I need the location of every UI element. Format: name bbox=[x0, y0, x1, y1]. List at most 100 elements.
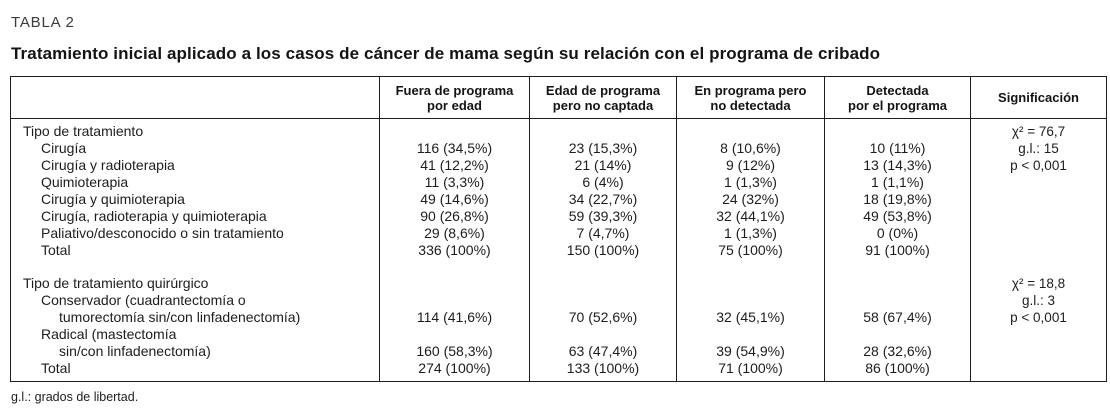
table-kicker: TABLA 2 bbox=[11, 14, 75, 31]
value-cell: 41 (12,2%) bbox=[379, 157, 530, 174]
value-cell bbox=[379, 326, 530, 343]
table-row: Quimioterapia 11 (3,3%) 6 (4%) 1 (1,3%) 1 (1… bbox=[11, 174, 1107, 191]
empty-cell bbox=[379, 118, 530, 123]
value-cell: 86 (100%) bbox=[824, 360, 971, 377]
value-cell: 11 (3,3%) bbox=[379, 174, 530, 191]
value-cell: 18 (19,8%) bbox=[824, 191, 971, 208]
row-label: Conservador (cuadrantectomía o bbox=[41, 292, 246, 308]
value-cell: 21 (14%) bbox=[529, 157, 677, 174]
value-cell: 274 (100%) bbox=[379, 360, 530, 377]
empty-cell bbox=[676, 377, 825, 382]
value-cell: 91 (100%) bbox=[824, 242, 971, 259]
value-cell: 1 (1,1%) bbox=[824, 174, 971, 191]
value-cell: 0 (0%) bbox=[824, 225, 971, 242]
value-cell: 90 (26,8%) bbox=[379, 208, 530, 225]
empty-cell bbox=[676, 118, 825, 123]
value-cell: 32 (44,1%) bbox=[676, 208, 825, 225]
table-row: Paliativo/desconocido o sin tratamiento 2… bbox=[11, 225, 1107, 242]
significance-cell: p < 0,001 bbox=[970, 309, 1107, 326]
value-cell: 63 (47,4%) bbox=[529, 343, 677, 360]
value-cell: 8 (10,6%) bbox=[676, 140, 825, 157]
value-cell: 13 (14,3%) bbox=[824, 157, 971, 174]
value-cell: 10 (11%) bbox=[824, 140, 971, 157]
bottom-padding-row bbox=[11, 377, 1107, 382]
column-header: Edad de programa pero no captada bbox=[529, 76, 677, 119]
table-row: tumorectomía sin/con linfadenectomía) 114… bbox=[11, 309, 1107, 326]
empty-cell bbox=[379, 377, 530, 382]
empty-cell bbox=[824, 118, 971, 123]
value-cell: 49 (14,6%) bbox=[379, 191, 530, 208]
value-cell: 116 (34,5%) bbox=[379, 140, 530, 157]
table-row: Cirugía y radioterapia 41 (12,2%) 21 (14%)… bbox=[11, 157, 1107, 174]
significance-cell bbox=[970, 174, 1107, 191]
value-cell: 29 (8,6%) bbox=[379, 225, 530, 242]
value-cell: 59 (39,3%) bbox=[529, 208, 677, 225]
value-cell bbox=[529, 275, 677, 292]
value-cell bbox=[824, 292, 971, 309]
value-cell: 71 (100%) bbox=[676, 360, 825, 377]
value-cell: 39 (54,9%) bbox=[676, 343, 825, 360]
empty-cell bbox=[676, 259, 825, 275]
significance-cell: g.l.: 15 bbox=[970, 140, 1107, 157]
significance-cell: χ² = 18,8 bbox=[970, 275, 1107, 292]
value-cell: 9 (12%) bbox=[676, 157, 825, 174]
value-cell: 7 (4,7%) bbox=[529, 225, 677, 242]
value-cell: 114 (41,6%) bbox=[379, 309, 530, 326]
table-row: Tipo de tratamiento quirúrgico χ² = 18,8 bbox=[11, 275, 1107, 292]
row-label-column-header bbox=[10, 76, 380, 119]
empty-cell bbox=[824, 259, 971, 275]
significance-cell bbox=[970, 208, 1107, 225]
value-cell: 24 (32%) bbox=[676, 191, 825, 208]
value-cell: 6 (4%) bbox=[529, 174, 677, 191]
value-cell: 32 (45,1%) bbox=[676, 309, 825, 326]
section-spacer-row bbox=[11, 259, 1107, 275]
value-cell: 34 (22,7%) bbox=[529, 191, 677, 208]
empty-cell bbox=[11, 259, 380, 275]
value-cell: 23 (15,3%) bbox=[529, 140, 677, 157]
value-cell: 58 (67,4%) bbox=[824, 309, 971, 326]
value-cell: 336 (100%) bbox=[379, 242, 530, 259]
column-header: Detectada por el programa bbox=[824, 76, 971, 119]
empty-cell bbox=[970, 118, 1107, 123]
value-cell bbox=[824, 275, 971, 292]
value-cell: 160 (58,3%) bbox=[379, 343, 530, 360]
table-header: Fuera de programa por edad Edad de progra… bbox=[10, 76, 1107, 119]
column-header: Fuera de programa por edad bbox=[379, 76, 530, 119]
significance-cell: p < 0,001 bbox=[970, 157, 1107, 174]
table-body: Tipo de tratamiento χ² = 76,7 Cirugía 116 (… bbox=[11, 118, 1107, 382]
table-row: Cirugía, radioterapia y quimioterapia 90 … bbox=[11, 208, 1107, 225]
empty-cell bbox=[970, 259, 1107, 275]
data-table: Fuera de programa por edad Edad de progra… bbox=[10, 76, 1107, 382]
row-label: Cirugía bbox=[41, 140, 87, 156]
table-row: Tipo de tratamiento χ² = 76,7 bbox=[11, 123, 1107, 140]
value-cell bbox=[676, 292, 825, 309]
value-cell bbox=[379, 292, 530, 309]
empty-cell bbox=[529, 377, 677, 382]
value-cell bbox=[824, 326, 971, 343]
row-label: Paliativo/desconocido o sin tratamiento bbox=[41, 225, 284, 241]
value-cell bbox=[529, 292, 677, 309]
row-label: Cirugía y radioterapia bbox=[41, 157, 175, 173]
value-cell: 133 (100%) bbox=[529, 360, 677, 377]
significance-cell bbox=[970, 343, 1107, 360]
section-header-label: Tipo de tratamiento quirúrgico bbox=[23, 275, 209, 291]
empty-cell bbox=[11, 377, 380, 382]
table-row: Cirugía y quimioterapia 49 (14,6%) 34 (22,… bbox=[11, 191, 1107, 208]
table-row: Radical (mastectomía bbox=[11, 326, 1107, 343]
significance-cell bbox=[970, 326, 1107, 343]
value-cell: 70 (52,6%) bbox=[529, 309, 677, 326]
row-label: sin/con linfadenectomía) bbox=[59, 343, 211, 359]
value-cell: 150 (100%) bbox=[529, 242, 677, 259]
value-cell: 1 (1,3%) bbox=[676, 225, 825, 242]
row-label: Quimioterapia bbox=[41, 174, 129, 190]
value-cell: 1 (1,3%) bbox=[676, 174, 825, 191]
significance-cell bbox=[970, 242, 1107, 259]
significance-cell bbox=[970, 191, 1107, 208]
empty-cell bbox=[824, 377, 971, 382]
top-padding-row bbox=[11, 118, 1107, 123]
value-cell bbox=[529, 326, 677, 343]
row-label: Radical (mastectomía bbox=[41, 326, 177, 342]
table-header-row: Fuera de programa por edad Edad de progra… bbox=[10, 76, 1107, 119]
page: TABLA 2 Tratamiento inicial aplicado a l… bbox=[10, 14, 1107, 404]
value-cell: 49 (53,8%) bbox=[824, 208, 971, 225]
